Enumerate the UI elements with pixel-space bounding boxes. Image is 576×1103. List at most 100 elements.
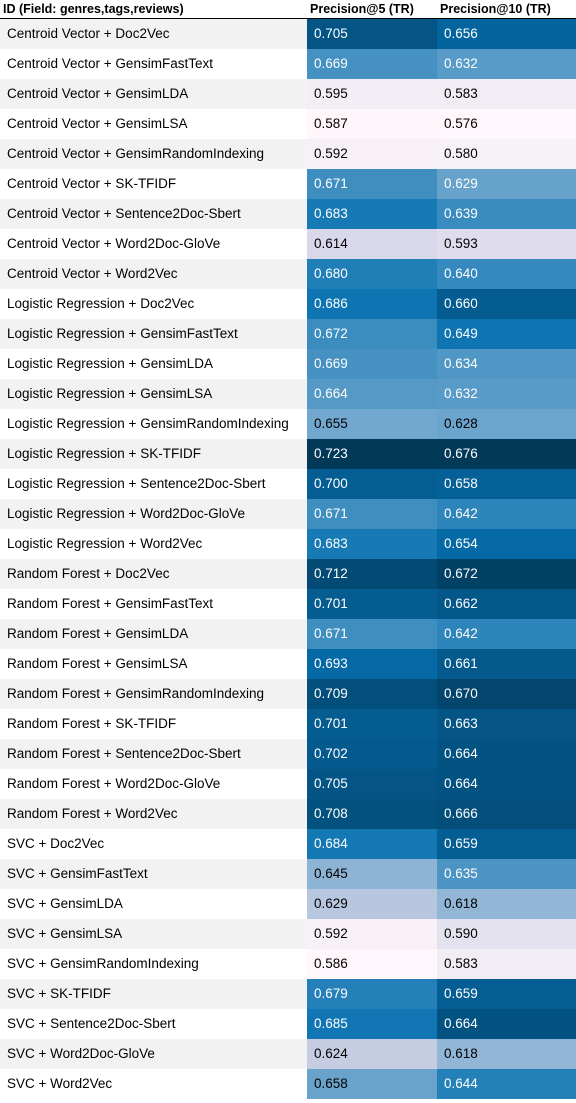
row-id-cell: Logistic Regression + Sentence2Doc-Sbert xyxy=(0,468,307,499)
row-id-cell: SVC + GensimLSA xyxy=(0,918,307,949)
precision-at-5-cell: 0.669 xyxy=(307,48,437,79)
precision-at-10-cell: 0.666 xyxy=(437,798,576,829)
row-id-cell: Random Forest + GensimLDA xyxy=(0,618,307,649)
row-id-cell: SVC + GensimLDA xyxy=(0,888,307,919)
table-row: Centroid Vector + SK-TFIDF 0.671 0.629 xyxy=(0,168,576,199)
precision-at-5-cell: 0.655 xyxy=(307,408,437,439)
row-id-cell: Logistic Regression + SK-TFIDF xyxy=(0,438,307,469)
precision-at-5-cell: 0.645 xyxy=(307,858,437,889)
precision-at-5-cell: 0.723 xyxy=(307,438,437,469)
row-id-cell: Logistic Regression + GensimFastText xyxy=(0,318,307,349)
precision-at-10-cell: 0.583 xyxy=(437,948,576,979)
row-id-cell: SVC + GensimRandomIndexing xyxy=(0,948,307,979)
row-id-cell: Logistic Regression + GensimLDA xyxy=(0,348,307,379)
precision-at-5-cell: 0.595 xyxy=(307,78,437,109)
precision-at-5-cell: 0.684 xyxy=(307,828,437,859)
precision-at-10-cell: 0.660 xyxy=(437,288,576,319)
row-id-cell: Random Forest + SK-TFIDF xyxy=(0,708,307,739)
precision-at-10-cell: 0.632 xyxy=(437,378,576,409)
table-row: Random Forest + Word2Vec 0.708 0.666 xyxy=(0,798,576,829)
precision-at-10-cell: 0.629 xyxy=(437,168,576,199)
row-id-cell: Logistic Regression + Doc2Vec xyxy=(0,288,307,319)
precision-at-5-cell: 0.701 xyxy=(307,708,437,739)
precision-at-10-cell: 0.618 xyxy=(437,888,576,919)
row-id-cell: Centroid Vector + GensimFastText xyxy=(0,48,307,79)
row-id-cell: SVC + Sentence2Doc-Sbert xyxy=(0,1008,307,1039)
row-id-cell: Centroid Vector + SK-TFIDF xyxy=(0,168,307,199)
precision-at-5-cell: 0.683 xyxy=(307,198,437,229)
table-row: SVC + GensimRandomIndexing 0.586 0.583 xyxy=(0,948,576,979)
precision-at-10-cell: 0.658 xyxy=(437,468,576,499)
precision-at-10-cell: 0.663 xyxy=(437,708,576,739)
precision-at-5-cell: 0.702 xyxy=(307,738,437,769)
precision-at-10-cell: 0.576 xyxy=(437,108,576,139)
row-id-cell: Random Forest + Doc2Vec xyxy=(0,558,307,589)
table-row: Centroid Vector + GensimFastText 0.669 0.6… xyxy=(0,48,576,79)
column-header-precision-at-10: Precision@10 (TR) xyxy=(437,0,576,19)
precision-at-10-cell: 0.656 xyxy=(437,18,576,49)
table-row: Random Forest + GensimFastText 0.701 0.662 xyxy=(0,588,576,619)
precision-at-10-cell: 0.583 xyxy=(437,78,576,109)
precision-at-5-cell: 0.658 xyxy=(307,1068,437,1099)
row-id-cell: SVC + Word2Vec xyxy=(0,1068,307,1099)
table-row: Logistic Regression + GensimLDA 0.669 0.63… xyxy=(0,348,576,379)
table-row: Centroid Vector + GensimRandomIndexing 0.… xyxy=(0,138,576,169)
table-row: Centroid Vector + Doc2Vec 0.705 0.656 xyxy=(0,18,576,49)
precision-at-5-cell: 0.671 xyxy=(307,498,437,529)
table-row: Logistic Regression + GensimLSA 0.664 0.63… xyxy=(0,378,576,409)
table-row: Logistic Regression + Word2Vec 0.683 0.654 xyxy=(0,528,576,559)
precision-at-10-cell: 0.642 xyxy=(437,618,576,649)
table-row: Logistic Regression + SK-TFIDF 0.723 0.676 xyxy=(0,438,576,469)
precision-at-10-cell: 0.634 xyxy=(437,348,576,379)
table-row: SVC + Sentence2Doc-Sbert 0.685 0.664 xyxy=(0,1008,576,1039)
table-row: Centroid Vector + GensimLDA 0.595 0.583 xyxy=(0,78,576,109)
table-row: Centroid Vector + Word2Doc-GloVe 0.614 0.5… xyxy=(0,228,576,259)
precision-at-5-cell: 0.705 xyxy=(307,768,437,799)
precision-at-5-cell: 0.671 xyxy=(307,618,437,649)
row-id-cell: Logistic Regression + GensimLSA xyxy=(0,378,307,409)
precision-at-5-cell: 0.709 xyxy=(307,678,437,709)
table-row: Centroid Vector + Word2Vec 0.680 0.640 xyxy=(0,258,576,289)
precision-at-10-cell: 0.676 xyxy=(437,438,576,469)
precision-at-5-cell: 0.680 xyxy=(307,258,437,289)
precision-at-5-cell: 0.586 xyxy=(307,948,437,979)
row-id-cell: Random Forest + GensimFastText xyxy=(0,588,307,619)
precision-at-10-cell: 0.632 xyxy=(437,48,576,79)
table-row: Random Forest + Word2Doc-GloVe 0.705 0.664 xyxy=(0,768,576,799)
table-row: Logistic Regression + Doc2Vec 0.686 0.660 xyxy=(0,288,576,319)
row-id-cell: Random Forest + Word2Doc-GloVe xyxy=(0,768,307,799)
row-id-cell: Centroid Vector + GensimRandomIndexing xyxy=(0,138,307,169)
table-row: Logistic Regression + Word2Doc-GloVe 0.67… xyxy=(0,498,576,529)
table-row: Centroid Vector + Sentence2Doc-Sbert 0.68… xyxy=(0,198,576,229)
table-row: Random Forest + Sentence2Doc-Sbert 0.702 0… xyxy=(0,738,576,769)
precision-at-5-cell: 0.679 xyxy=(307,978,437,1009)
precision-at-5-cell: 0.624 xyxy=(307,1038,437,1069)
row-id-cell: SVC + SK-TFIDF xyxy=(0,978,307,1009)
row-id-cell: Logistic Regression + Word2Doc-GloVe xyxy=(0,498,307,529)
row-id-cell: Centroid Vector + GensimLDA xyxy=(0,78,307,109)
precision-at-10-cell: 0.635 xyxy=(437,858,576,889)
precision-at-10-cell: 0.659 xyxy=(437,828,576,859)
row-id-cell: Random Forest + GensimLSA xyxy=(0,648,307,679)
precision-at-5-cell: 0.705 xyxy=(307,18,437,49)
precision-at-10-cell: 0.661 xyxy=(437,648,576,679)
precision-at-10-cell: 0.580 xyxy=(437,138,576,169)
precision-at-5-cell: 0.701 xyxy=(307,588,437,619)
row-id-cell: Random Forest + Word2Vec xyxy=(0,798,307,829)
row-id-cell: Random Forest + GensimRandomIndexing xyxy=(0,678,307,709)
table-body: Centroid Vector + Doc2Vec 0.705 0.656 Centr… xyxy=(0,18,576,1099)
precision-at-5-cell: 0.708 xyxy=(307,798,437,829)
table-row: Random Forest + GensimLSA 0.693 0.661 xyxy=(0,648,576,679)
precision-at-5-cell: 0.712 xyxy=(307,558,437,589)
precision-at-5-cell: 0.683 xyxy=(307,528,437,559)
precision-at-5-cell: 0.672 xyxy=(307,318,437,349)
row-id-cell: Centroid Vector + Sentence2Doc-Sbert xyxy=(0,198,307,229)
precision-at-5-cell: 0.664 xyxy=(307,378,437,409)
table-row: Random Forest + Doc2Vec 0.712 0.672 xyxy=(0,558,576,589)
header-row: ID (Field: genres,tags,reviews) Precisio… xyxy=(0,0,576,19)
precision-at-5-cell: 0.614 xyxy=(307,228,437,259)
row-id-cell: Centroid Vector + Word2Doc-GloVe xyxy=(0,228,307,259)
precision-at-10-cell: 0.590 xyxy=(437,918,576,949)
precision-at-5-cell: 0.592 xyxy=(307,918,437,949)
precision-at-10-cell: 0.670 xyxy=(437,678,576,709)
